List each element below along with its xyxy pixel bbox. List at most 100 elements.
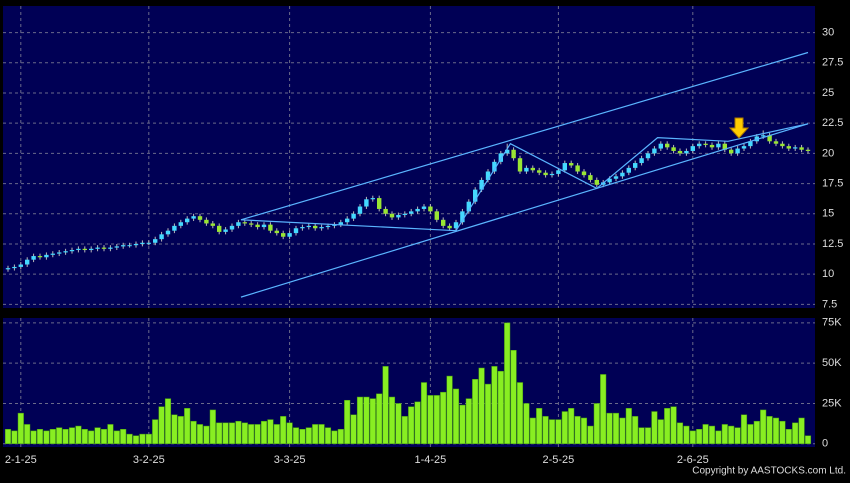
volume-bar	[721, 424, 728, 445]
volume-bar	[574, 416, 581, 445]
volume-bar	[132, 435, 140, 445]
candle-body	[217, 225, 222, 232]
volume-bar	[164, 398, 172, 445]
volume-bar	[235, 420, 242, 445]
volume-bar	[529, 417, 536, 445]
candle-body	[249, 223, 254, 225]
volume-bar	[638, 427, 645, 445]
candle-body	[505, 149, 510, 154]
candle-body	[761, 135, 766, 137]
volume-bar	[139, 433, 146, 445]
candle-body	[441, 219, 446, 226]
candle-body	[613, 176, 619, 179]
candle-body	[524, 167, 529, 172]
candle-body	[620, 172, 625, 177]
volume-bar	[350, 414, 357, 445]
volume-bar	[523, 403, 530, 445]
volume-bar	[632, 416, 639, 445]
candle-body	[511, 149, 516, 159]
volume-bar	[120, 429, 127, 445]
volume-bar	[36, 429, 44, 445]
candle-body	[709, 144, 715, 148]
volume-bar	[734, 427, 741, 445]
candle-body	[165, 230, 171, 235]
volume-bar	[420, 382, 428, 445]
candle-body	[748, 141, 753, 147]
candle-body	[607, 178, 612, 183]
candle-body	[268, 224, 273, 231]
candle-body	[389, 213, 395, 218]
candle-body	[434, 211, 439, 220]
candle-body	[581, 171, 587, 176]
volume-bar	[504, 322, 511, 445]
candle-body	[447, 225, 452, 229]
volume-tick-label: 25K	[822, 397, 842, 409]
candle-body	[703, 143, 708, 145]
volume-bar	[145, 433, 152, 445]
volume-bar	[651, 411, 658, 445]
candle-body	[357, 206, 363, 214]
volume-bar	[689, 430, 696, 445]
volume-bar	[382, 366, 389, 445]
volume-bar	[696, 429, 703, 445]
volume-bar	[254, 424, 261, 445]
volume-bar	[171, 414, 178, 445]
volume-bar	[728, 425, 735, 445]
copyright: Copyright by AASTOCKS.com Ltd.	[692, 466, 846, 477]
volume-bar	[203, 425, 210, 445]
volume-bar	[17, 412, 24, 445]
candle-body	[396, 214, 401, 218]
candle-body	[453, 222, 459, 229]
volume-bar	[747, 424, 754, 445]
volume-bar	[11, 430, 18, 445]
candle-body	[281, 233, 286, 237]
candle-body	[485, 171, 491, 180]
volume-bar	[190, 420, 197, 445]
volume-bar	[318, 424, 325, 445]
y-tick-label: 15	[822, 208, 834, 220]
candle-body	[377, 198, 382, 209]
candle-body	[722, 143, 727, 150]
x-tick-label: 1-4-25	[415, 454, 447, 466]
candle-body	[498, 153, 503, 162]
candle-body	[133, 243, 139, 246]
volume-bar	[740, 414, 748, 445]
volume-bar	[683, 425, 690, 445]
candle-body	[108, 247, 113, 249]
candle-body	[25, 259, 30, 265]
candle-body	[716, 143, 721, 148]
candle-body	[645, 153, 651, 159]
candle-body	[428, 206, 433, 212]
candle-body	[735, 148, 740, 154]
candle-body	[261, 224, 267, 228]
candle-body	[575, 165, 580, 172]
candle-body	[178, 222, 183, 226]
candle-body	[677, 150, 683, 154]
volume-bar	[260, 420, 268, 445]
volume-bar	[56, 427, 63, 445]
volume-bar	[510, 350, 517, 445]
candle-body	[140, 242, 145, 244]
volume-bar	[568, 408, 575, 445]
volume-bar	[478, 367, 485, 445]
candle-body	[697, 143, 702, 147]
y-tick-label: 22.5	[822, 117, 843, 129]
candle-body	[658, 143, 663, 149]
candle-body	[633, 163, 638, 168]
grid	[3, 6, 815, 447]
volume-bar	[408, 406, 415, 445]
candle-body	[549, 173, 555, 176]
candle-body	[421, 206, 427, 209]
x-tick-label: 3-3-25	[274, 454, 306, 466]
candle-body	[473, 189, 478, 202]
candle-body	[153, 239, 158, 243]
candle-body	[63, 251, 68, 253]
candle-body	[466, 201, 471, 212]
candle-body	[402, 213, 407, 215]
candle-body	[665, 143, 670, 148]
volume-bar	[542, 416, 549, 445]
y-tick-label: 27.5	[822, 57, 843, 69]
volume-bar	[49, 429, 56, 445]
x-tick-label: 3-2-25	[133, 454, 165, 466]
volume-bar	[248, 424, 255, 445]
